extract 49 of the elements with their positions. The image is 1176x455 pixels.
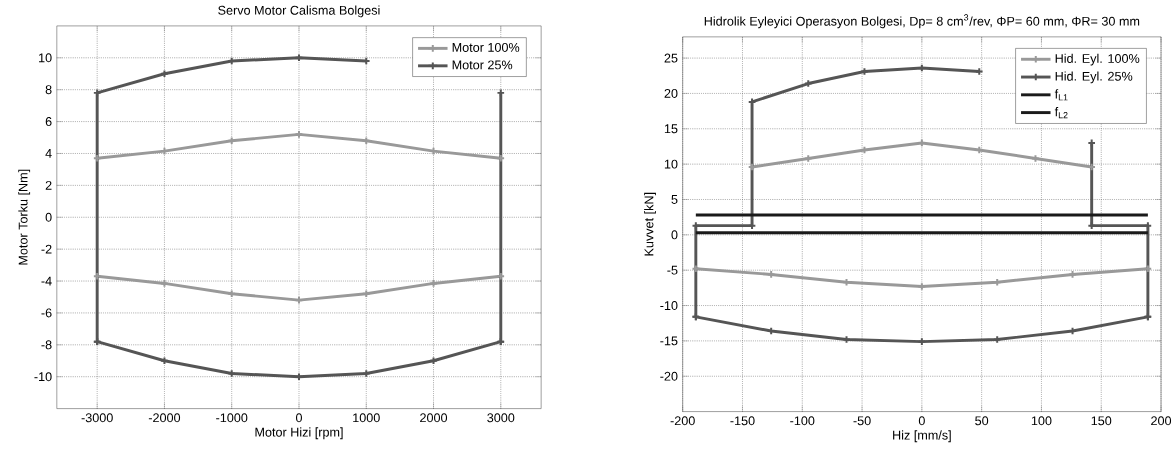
chart-title: Hidrolik Eyleyici Operasyon Bolgesi, Dp= 8 cm$^{3}$/rev, ΦP= 60 mm, ΦR= 30 mm [704, 14, 1140, 28]
y-tick-label: -6 [41, 308, 52, 318]
y-tick-label: -10 [34, 372, 52, 381]
y-tick-label: -2 [41, 244, 52, 254]
y-tick-label: 10 [39, 53, 52, 63]
x-tick-label: 0 [295, 413, 302, 423]
x-tick-label: 2000 [420, 413, 448, 423]
legend-label: f$_{L1}$ [1054, 89, 1068, 101]
x-tick-label: 1000 [353, 413, 380, 423]
y-tick-label: 0 [671, 230, 678, 240]
y-tick-label: 10 [664, 159, 678, 169]
x-tick-label: -100 [790, 416, 815, 425]
legend-label: Motor 100% [452, 42, 520, 52]
legend-label: Hid. Eyl. 25% [1055, 71, 1133, 84]
legend-label: Motor 25% [452, 60, 513, 70]
y-tick-label: 8 [45, 85, 52, 94]
x-tick-label: -2000 [148, 413, 181, 423]
x-tick-label: -150 [730, 416, 755, 425]
y-tick-label: -8 [41, 340, 52, 350]
y-tick-label: 4 [45, 148, 52, 158]
x-tick-label: -3000 [81, 413, 113, 423]
y-tick-label: 6 [45, 116, 52, 126]
y-tick-label: 0 [45, 212, 52, 222]
y-tick-label: 5 [671, 194, 678, 204]
x-tick-label: 100 [1031, 416, 1052, 425]
legend-label: Hid. Eyl. 100% [1055, 53, 1140, 66]
y-tick-label: -15 [660, 336, 678, 346]
x-tick-label: 3000 [487, 413, 515, 423]
x-tick-label: -50 [853, 416, 871, 425]
y-tick-label: -5 [667, 265, 678, 275]
legend-label: f$_{L2}$ [1054, 106, 1068, 118]
x-axis-title: Hiz [mm/s] [893, 430, 951, 442]
y-tick-label: 20 [664, 88, 678, 98]
x-tick-label: -200 [670, 416, 695, 425]
y-tick-label: -20 [660, 371, 678, 381]
x-tick-label: 50 [975, 416, 989, 425]
y-axis-title: Motor Torku [Nm] [18, 169, 31, 265]
chart-title: Servo Motor Calisma Bolgesi [218, 5, 380, 18]
x-tick-label: 200 [1151, 416, 1172, 425]
y-tick-label: 2 [45, 180, 52, 190]
x-tick-label: 150 [1091, 416, 1112, 425]
y-tick-label: -4 [41, 276, 52, 286]
x-tick-label: -1000 [216, 413, 248, 423]
x-axis-title: Motor Hizi [rpm] [255, 427, 343, 439]
y-tick-label: -10 [660, 300, 678, 310]
y-axis-title: Kuvvet [kN] [644, 192, 656, 256]
x-tick-label: 0 [918, 416, 925, 425]
y-tick-label: 25 [664, 53, 678, 63]
y-tick-label: 15 [664, 124, 678, 133]
